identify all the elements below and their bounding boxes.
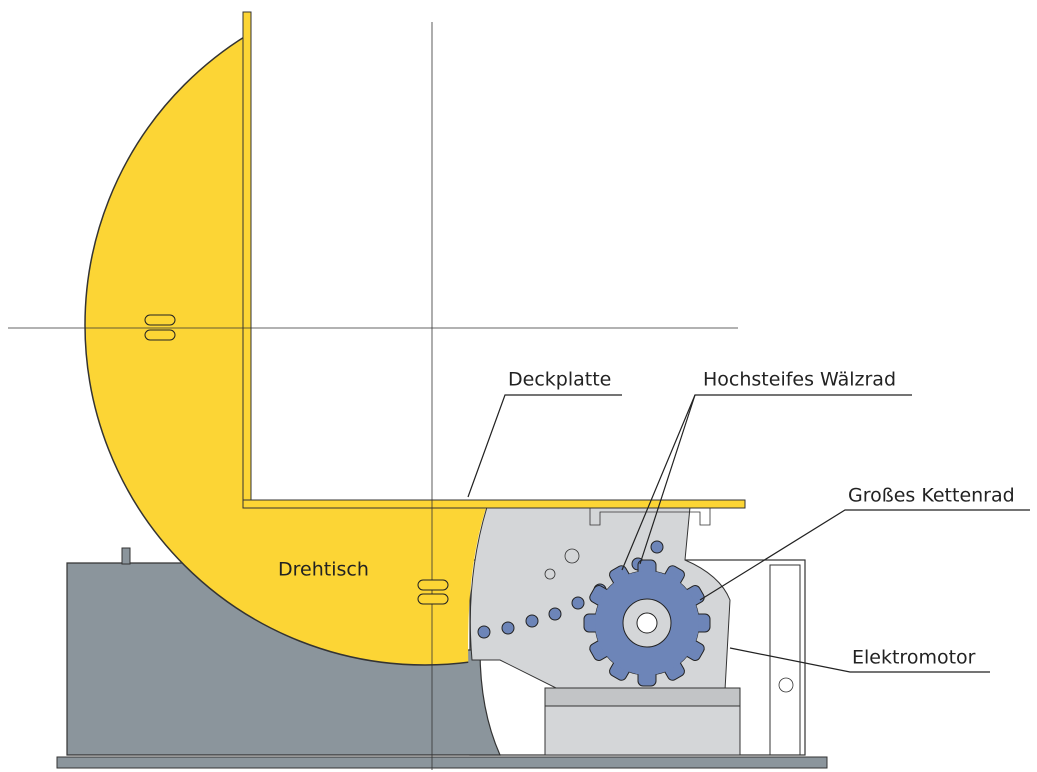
diagram: Deckplatte Hochsteifes Wälzrad Großes Ke… — [0, 0, 1037, 772]
pin — [122, 548, 130, 564]
label: Elektromotor — [852, 647, 976, 669]
cover-plate — [243, 500, 745, 508]
label: Großes Kettenrad — [848, 485, 1015, 507]
label: Hochsteifes Wälzrad — [703, 369, 896, 391]
motor-flange — [545, 688, 740, 706]
label: Deckplatte — [508, 369, 611, 391]
vertical-plate — [243, 12, 251, 505]
label: Drehtisch — [278, 559, 369, 581]
base-plate — [57, 757, 827, 768]
